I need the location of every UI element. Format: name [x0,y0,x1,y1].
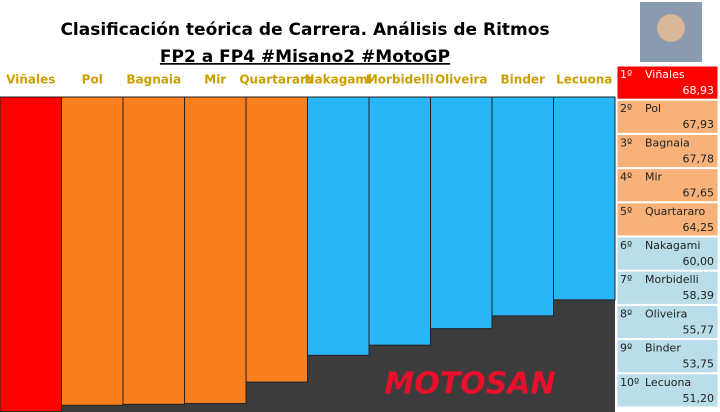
standing-name: Pol [645,102,661,115]
standing-row [616,270,719,305]
standing-name: Viñales [645,68,685,81]
x-tick-label: Bagnaia [126,73,181,87]
x-tick-label: Quartararo [239,73,314,87]
standing-rank: 7º [620,273,632,286]
bar [307,96,370,356]
standing-rank: 10º [620,376,639,389]
standing-rank: 8º [620,307,632,320]
bar [245,96,308,383]
standing-rank: 9º [620,342,632,355]
standing-rank: 6º [620,239,632,252]
bar [61,96,124,406]
standing-value: 64,25 [683,221,715,234]
x-tick-label: Oliveira [435,73,488,87]
watermark: MOTOSAN [384,367,555,402]
standing-rank: 1º [620,68,632,81]
standing-name: Lecuona [645,376,691,389]
bar [0,96,62,412]
standing-name: Quartararo [645,205,705,218]
x-tick-label: Morbidelli [366,73,434,87]
standing-name: Oliveira [645,307,687,320]
standing-row [616,236,719,271]
standing-value: 53,75 [683,358,715,371]
standing-row [616,373,719,408]
bar [184,96,247,404]
standing-value: 60,00 [683,255,715,268]
chart-title: Clasificación teórica de Carrera. Anális… [60,20,549,40]
standing-row [616,99,719,134]
bar [553,96,616,301]
x-tick-label: Pol [82,73,103,87]
standing-row [616,168,719,203]
x-tick-label: Mir [204,73,226,87]
standing-name: Nakagami [645,239,700,252]
standing-name: Mir [645,171,663,184]
standing-row [616,133,719,169]
standing-row [616,339,719,374]
standing-rank: 5º [620,205,632,218]
standing-name: Binder [645,342,681,355]
standing-name: Bagnaia [645,136,690,149]
standing-name: Morbidelli [645,273,699,286]
standing-value: 68,93 [683,84,715,97]
standing-rank: 3º [620,136,632,149]
standing-row [616,202,719,237]
bar [122,96,185,405]
x-tick-label: Viñales [6,73,55,87]
bar [368,96,431,346]
standing-value: 58,39 [683,289,715,302]
x-tick-label: Binder [501,73,546,87]
standing-value: 51,20 [683,392,715,405]
x-tick-label: Lecuona [556,73,612,87]
standing-row [616,304,719,340]
standing-value: 67,65 [683,187,715,200]
standing-value: 67,78 [683,152,715,165]
standing-rank: 4º [620,171,632,184]
bar [430,96,493,330]
bar [491,96,554,317]
standing-rank: 2º [620,102,632,115]
standing-value: 67,93 [683,118,715,131]
standing-row [616,65,719,100]
rider-face [657,14,685,42]
chart-subtitle: FP2 a FP4 #Misano2 #MotoGP [160,47,450,67]
x-tick-label: Nakagami [304,73,372,87]
standing-value: 55,77 [683,323,715,336]
